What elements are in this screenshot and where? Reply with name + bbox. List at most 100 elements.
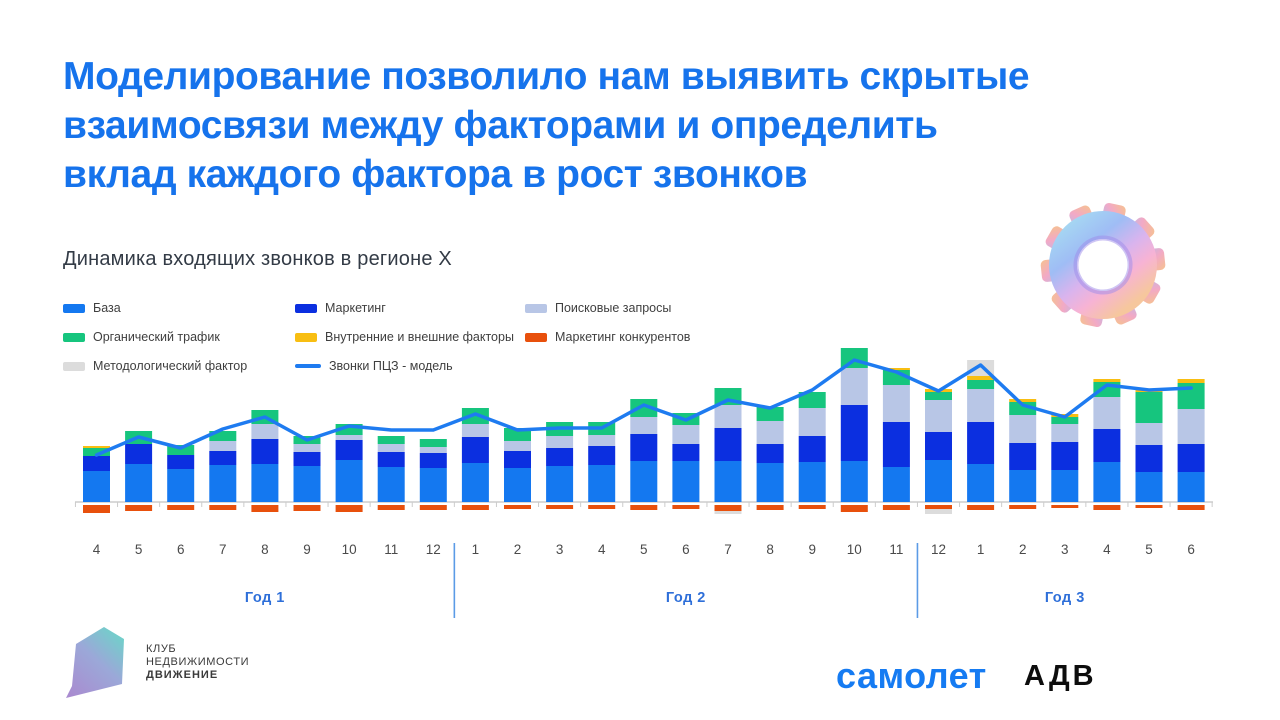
bar-segment — [209, 451, 237, 465]
bar-segment — [1093, 379, 1121, 382]
bar-segment — [167, 455, 195, 469]
legend-label: Методологический фактор — [93, 359, 248, 373]
bar-segment — [125, 464, 153, 502]
bar-segment — [1009, 415, 1037, 443]
legend-color-swatch — [295, 332, 317, 342]
bar-segment — [251, 464, 279, 502]
slide-title: Моделирование позволило нам выявить скры… — [63, 52, 1233, 199]
bar-segment — [167, 469, 195, 502]
month-label: 11 — [384, 542, 398, 557]
bar-segment — [840, 461, 868, 502]
bar-segment — [1135, 392, 1163, 423]
legend-color-swatch — [63, 303, 85, 313]
bar-segment — [251, 424, 279, 439]
bar-segment — [1093, 397, 1121, 429]
bar-segment — [756, 407, 784, 421]
bar-segment-negative — [377, 505, 405, 510]
bar-segment-negative — [925, 505, 952, 509]
bar-segment-negative — [461, 505, 489, 510]
month-label: 4 — [598, 542, 606, 557]
bar-segment — [967, 376, 995, 380]
bar-segment — [967, 464, 995, 502]
bar-segment — [335, 460, 363, 502]
bar-segment — [377, 452, 405, 467]
month-label: 5 — [135, 542, 143, 557]
bar-segment — [377, 467, 405, 502]
month-label: 8 — [261, 542, 269, 557]
club-logo-line-3: ДВИЖЕНИЕ — [146, 668, 219, 681]
bar-segment-negative — [335, 505, 363, 512]
bar-segment — [1177, 379, 1205, 383]
bar-segment-negative — [714, 505, 742, 511]
bar-segment — [798, 392, 826, 408]
chart-legend: База Маркетинг Поисковые запросы Органическ… — [63, 299, 690, 375]
month-label: 8 — [766, 542, 774, 557]
bar-segment-negative — [209, 505, 237, 510]
legend-color-swatch — [63, 361, 85, 371]
month-label: 1 — [472, 542, 480, 557]
bar-segment — [756, 421, 784, 444]
bar-segment-negative — [630, 505, 658, 510]
bar-segment — [672, 444, 700, 461]
month-label: 9 — [808, 542, 816, 557]
bar-segment — [293, 452, 321, 466]
bar-segment — [1051, 442, 1079, 470]
bar-segment — [377, 444, 405, 452]
month-label: 4 — [93, 542, 101, 557]
month-label: 10 — [847, 542, 862, 557]
bar-segment-negative — [588, 505, 616, 509]
legend-item: Органический трафик — [63, 328, 295, 346]
bar-segment — [1009, 470, 1037, 502]
slide-title-line-3: вклад каждого фактора в рост звонков — [63, 153, 808, 196]
bar-segment — [588, 465, 616, 502]
bar-segment — [798, 462, 826, 502]
bar-segment-negative — [167, 505, 195, 510]
bar-segment — [251, 439, 279, 464]
legend-item: Внутренние и внешние факторы — [295, 328, 525, 346]
month-label: 11 — [889, 542, 903, 557]
bar-segment — [209, 465, 237, 502]
month-label: 9 — [303, 542, 311, 557]
bar-segment-negative — [1051, 505, 1079, 508]
year-label: Год 1 — [245, 590, 285, 606]
legend-item: Маркетинг — [295, 299, 525, 317]
bar-segment — [83, 471, 110, 502]
bar-segment-negative — [925, 509, 952, 514]
slide-title-line-1: Моделирование позволило нам выявить скры… — [63, 55, 1030, 98]
month-label: 6 — [682, 542, 690, 557]
legend-item: База — [63, 299, 295, 317]
month-label: 7 — [724, 542, 732, 557]
bar-segment — [756, 444, 784, 463]
year-label: Год 3 — [1045, 590, 1085, 606]
bar-segment-negative — [504, 505, 531, 509]
bar-segment — [504, 441, 531, 451]
bar-segment-negative — [419, 505, 447, 510]
bar-segment — [925, 392, 952, 400]
gear-icon — [1040, 202, 1166, 328]
bar-segment-negative — [251, 505, 279, 512]
bar-segment — [1051, 417, 1079, 424]
month-label: 5 — [1145, 542, 1153, 557]
bar-segment — [83, 448, 110, 456]
bar-segment — [504, 468, 531, 502]
bar-segment — [461, 424, 489, 437]
bar-segment — [630, 434, 658, 461]
bar-segment — [798, 436, 826, 462]
bar-segment — [882, 467, 910, 502]
bar-segment — [798, 408, 826, 436]
month-label: 5 — [640, 542, 648, 557]
bar-segment-negative — [714, 511, 742, 514]
samolet-logo: самолет — [836, 655, 987, 696]
legend-label: Внутренние и внешние факторы — [325, 330, 514, 344]
legend-label: База — [93, 301, 121, 315]
bar-segment — [882, 422, 910, 467]
bar-segment — [1093, 462, 1121, 502]
bar-segment — [840, 405, 868, 461]
bar-segment — [925, 460, 952, 502]
legend-label: Поисковые запросы — [555, 301, 672, 315]
bar-segment — [1051, 470, 1079, 502]
bar-segment — [1177, 472, 1205, 502]
bar-segment — [1009, 399, 1037, 402]
bar-segment — [882, 368, 910, 370]
